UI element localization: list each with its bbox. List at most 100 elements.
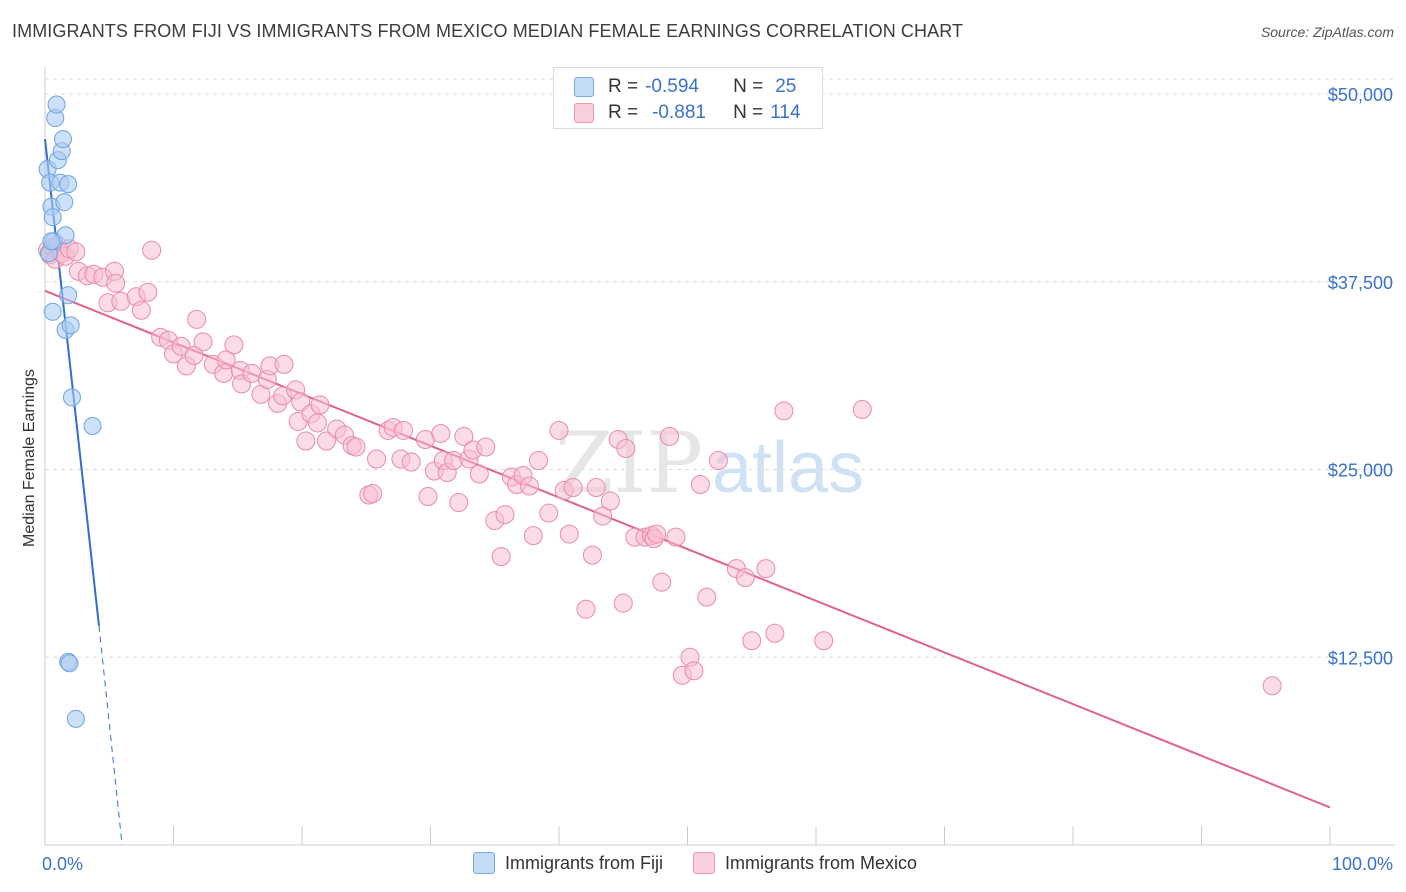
mexico-r-value: -0.881 <box>652 102 706 123</box>
mexico-point <box>559 524 579 544</box>
y-tick-label: $37,500 <box>1328 273 1393 293</box>
mexico-point <box>708 450 728 470</box>
y-tick-label: $12,500 <box>1328 648 1393 668</box>
x-tick-label-min: 0.0% <box>42 854 83 874</box>
mexico-point <box>735 568 755 588</box>
mexico-point <box>491 547 511 567</box>
chart-title: IMMIGRANTS FROM FIJI VS IMMIGRANTS FROM … <box>12 21 964 41</box>
series-fiji-points <box>38 95 102 728</box>
x-tick-labels: 0.0% 100.0% <box>42 854 1393 874</box>
watermark: ZIP atlas <box>555 414 864 512</box>
fiji-point <box>83 416 102 435</box>
fiji-point <box>42 232 61 251</box>
correlation-legend: R = -0.594 N = 25 R = -0.881 N = 114 <box>553 67 823 129</box>
mexico-n-value: 114 <box>770 102 801 123</box>
y-axis-label: Median Female Earnings <box>21 369 38 547</box>
mexico-r-label: R = <box>608 102 639 123</box>
fiji-point <box>66 709 85 728</box>
mexico-point <box>666 527 686 547</box>
legend-item-fiji: Immigrants from Fiji <box>473 852 663 874</box>
mexico-point <box>742 631 762 651</box>
legend-fiji-swatch <box>473 852 495 874</box>
fiji-point <box>62 388 81 407</box>
watermark-zip: ZIP <box>555 414 703 512</box>
mexico-point <box>401 452 421 472</box>
fiji-n-value: 25 <box>775 76 797 97</box>
fiji-point <box>59 286 78 305</box>
x-tick-label-max: 100.0% <box>1332 854 1393 874</box>
mexico-point <box>549 420 569 440</box>
legend-mexico-label: Immigrants from Mexico <box>725 852 918 873</box>
legend-item-mexico: Immigrants from Mexico <box>693 852 917 874</box>
mexico-point <box>690 475 710 495</box>
mexico-point <box>600 491 620 511</box>
mexico-point <box>652 572 672 592</box>
mexico-point <box>697 587 717 607</box>
mexico-point <box>613 593 633 613</box>
legend-mexico-swatch <box>693 852 716 874</box>
mexico-point <box>593 506 613 526</box>
mexico-point <box>142 240 162 260</box>
fiji-point <box>43 208 62 227</box>
fiji-point <box>53 130 72 149</box>
y-tick-label: $50,000 <box>1328 85 1393 105</box>
legend-row-fiji: R = -0.594 N = 25 <box>574 75 796 99</box>
fiji-point <box>61 316 80 335</box>
mexico-point <box>1262 676 1282 696</box>
mexico-point <box>539 503 559 523</box>
mexico-swatch <box>574 103 594 123</box>
mexico-n-label: N = <box>733 102 764 123</box>
series-legend: Immigrants from Fiji Immigrants from Mex… <box>473 852 947 874</box>
mexico-point <box>274 354 294 374</box>
legend-row-mexico: R = -0.881 N = 114 <box>574 101 801 125</box>
mexico-point <box>519 476 539 496</box>
mexico-point <box>224 335 244 355</box>
mexico-point <box>563 478 583 498</box>
mexico-point <box>66 242 86 262</box>
mexico-point <box>852 399 872 419</box>
fiji-swatch <box>574 77 594 97</box>
mexico-point <box>660 426 680 446</box>
mexico-point <box>616 438 636 458</box>
axes <box>44 67 1395 846</box>
legend-fiji-label: Immigrants from Fiji <box>505 852 664 873</box>
mexico-point <box>346 437 366 457</box>
mexico-point <box>394 420 414 440</box>
mexico-point <box>586 478 606 498</box>
y-tick-label: $25,000 <box>1328 461 1393 481</box>
series-mexico-points <box>38 236 1282 696</box>
mexico-point <box>131 300 151 320</box>
mexico-point <box>523 526 543 546</box>
mexico-point <box>576 599 596 619</box>
fiji-trend-line-extension <box>98 625 123 846</box>
mexico-point <box>449 493 469 513</box>
mexico-point <box>647 524 667 544</box>
mexico-point <box>756 559 776 579</box>
mexico-point <box>187 309 207 329</box>
fiji-point <box>59 175 78 194</box>
mexico-point <box>684 661 704 681</box>
mexico-point <box>307 413 327 433</box>
mexico-point <box>454 426 474 446</box>
mexico-point <box>469 464 489 484</box>
mexico-point <box>310 395 330 415</box>
mexico-point <box>363 484 383 504</box>
mexico-point <box>367 449 387 469</box>
watermark-atlas: atlas <box>712 428 864 508</box>
mexico-point <box>814 631 834 651</box>
mexico-point <box>296 431 316 451</box>
mexico-point <box>495 505 515 525</box>
mexico-point <box>431 423 451 443</box>
mexico-point <box>138 282 158 302</box>
mexico-point <box>184 345 204 365</box>
fiji-point <box>60 654 79 673</box>
mexico-point <box>216 350 236 370</box>
mexico-point <box>193 332 213 352</box>
y-tick-labels: $12,500 $25,000 $37,500 $50,000 <box>1328 85 1393 668</box>
fiji-point <box>55 193 74 212</box>
fiji-r-value: -0.594 <box>645 76 699 97</box>
mexico-point <box>476 437 496 457</box>
fiji-point <box>47 95 66 114</box>
mexico-point <box>774 401 794 421</box>
